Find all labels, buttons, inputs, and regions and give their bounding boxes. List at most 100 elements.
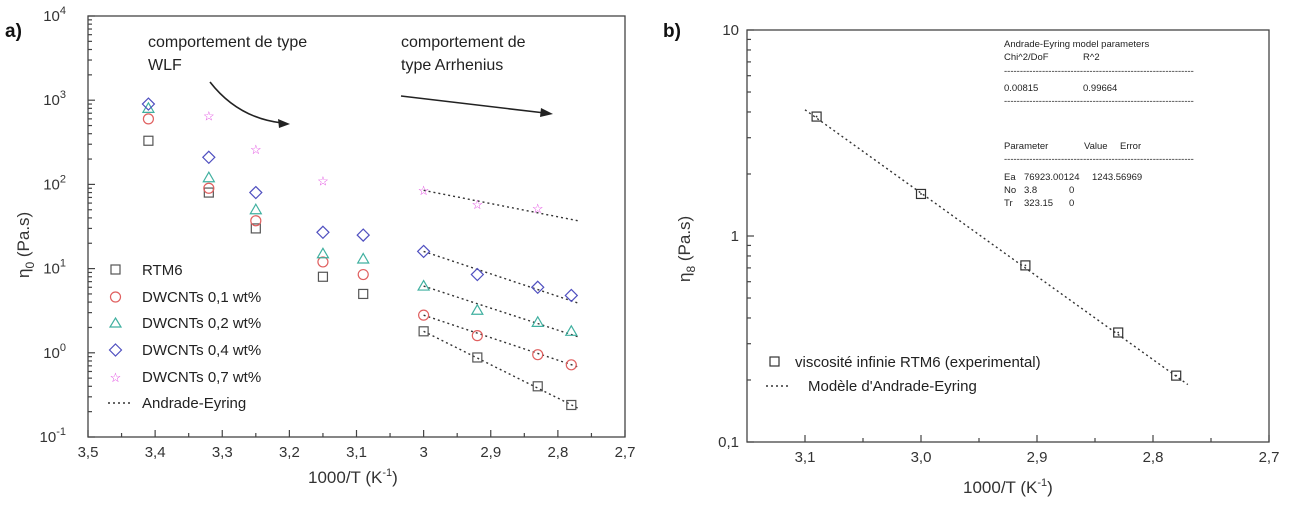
- params-row-tr-name: Tr: [1004, 198, 1013, 209]
- data-point-dwcnts-0-1-wt: [250, 215, 262, 227]
- data-point-dwcnts-0-7-wt: ☆: [250, 142, 262, 157]
- data-point-rtm6: [566, 399, 577, 411]
- data-point-center-dot: [815, 115, 818, 118]
- data-point-dwcnts-0-1-wt: [565, 359, 577, 371]
- wlf-trend-arrow: [209, 81, 283, 124]
- params-row-no-value: 3.8: [1024, 185, 1037, 196]
- params-row-no-name: No: [1004, 185, 1016, 196]
- data-point-rtm6: [250, 223, 261, 234]
- panel-a-fit-line: [423, 330, 579, 409]
- legend-label-dwcnt-02: DWCNTs 0,2 wt%: [142, 315, 261, 332]
- panel-b-x-tick-label: 2,8: [1143, 449, 1164, 466]
- legend-label-fit: Andrade-Eyring: [142, 395, 246, 412]
- panel-a-x-tick-label: 2,8: [547, 444, 568, 461]
- params-col-error: Error: [1120, 141, 1141, 152]
- data-point-viscosit-infinie-rtm6-experimental: [811, 111, 822, 122]
- data-point-rtm6: [358, 288, 369, 300]
- data-point-center-dot: [1175, 374, 1178, 377]
- legend-marker-dwcnt-01: [109, 291, 122, 303]
- panel-b-x-tick-label: 2,7: [1259, 449, 1280, 466]
- panel-a-y-tick-label: 103: [43, 89, 66, 109]
- panel-b-x-tick-label: 3,1: [795, 449, 816, 466]
- params-row-no-error: 0: [1069, 185, 1074, 196]
- panel-a: a) 3,5 3,4 3,3 3,2 3,1 3 2,9 2,8 2,7 10-11001011…: [5, 5, 635, 487]
- params-row-ea-value: 76923.00124: [1024, 172, 1079, 183]
- panel-b-fit-line: [804, 109, 1189, 386]
- legend-marker-dwcnt-04: [108, 343, 123, 357]
- params-dash-1: ----------------------------------------…: [1004, 66, 1194, 77]
- data-point-dwcnts-0-2-wt: [531, 315, 545, 327]
- panel-b-x-tick-label: 3,0: [911, 449, 932, 466]
- data-point-dwcnts-0-1-wt: [471, 330, 483, 342]
- data-point-rtm6: [532, 381, 543, 392]
- data-point-dwcnts-0-2-wt: [356, 252, 370, 264]
- panel-a-y-tick-label: 104: [43, 5, 66, 25]
- params-value-r2: 0.99664: [1083, 83, 1117, 94]
- data-point-dwcnts-0-4-wt: [530, 280, 545, 295]
- data-point-center-dot: [1117, 331, 1120, 334]
- data-point-dwcnts-0-7-wt: ☆: [418, 183, 430, 198]
- panel-a-data-points: ☆ ☆ ☆ ☆ ☆ ☆: [141, 97, 579, 411]
- panel-a-fit-line: [423, 189, 579, 222]
- panel-b-x-tick-label: 2,9: [1027, 449, 1048, 466]
- panel-a-x-tick-label: 3,4: [145, 444, 166, 461]
- panel-a-x-tick-label: 2,9: [480, 444, 501, 461]
- data-point-dwcnts-0-2-wt: [316, 247, 330, 259]
- panel-a-x-tick-label: 3,2: [279, 444, 300, 461]
- panel-a-fit-line: [423, 285, 579, 338]
- data-point-dwcnts-0-4-wt: [201, 150, 216, 165]
- data-point-dwcnts-0-1-wt: [532, 349, 544, 361]
- data-point-rtm6: [317, 271, 329, 282]
- params-header-r2: R^2: [1083, 52, 1100, 63]
- data-point-dwcnts-0-2-wt: [564, 324, 578, 336]
- legend-marker-viscosite: [769, 356, 780, 367]
- params-header-chi: Chi^2/DoF: [1004, 52, 1049, 63]
- panel-a-y-tick-label: 102: [43, 173, 66, 193]
- wlf-arrowhead: [278, 119, 290, 128]
- panel-a-y-tick-label: 10-1: [40, 426, 66, 446]
- panel-b-fit-line: [804, 109, 1189, 386]
- legend-marker-dwcnt-07: ☆: [110, 370, 122, 385]
- annotation-wlf-line2: WLF: [148, 57, 182, 74]
- data-point-dwcnts-0-1-wt: [418, 309, 430, 321]
- params-col-value: Value: [1084, 141, 1108, 152]
- data-point-dwcnts-0-7-wt: ☆: [471, 197, 483, 212]
- params-value-chi: 0.00815: [1004, 83, 1038, 94]
- data-point-viscosit-infinie-rtm6-experimental: [915, 188, 927, 200]
- params-table-title: Andrade-Eyring model parameters: [1004, 39, 1149, 50]
- panel-a-x-axis-label: 1000/T (K-1): [308, 467, 398, 487]
- arrhenius-arrowhead: [540, 108, 553, 117]
- panel-b-legend: viscosité infinie RTM6 (experimental) Mo…: [766, 354, 1041, 395]
- params-row-tr-value: 323.15: [1024, 198, 1053, 209]
- params-row-ea-error: 1243.56969: [1092, 172, 1142, 183]
- panel-a-y-ticks: 10-1 100 101 102 103 104: [40, 5, 95, 446]
- data-point-dwcnts-0-1-wt: [357, 268, 369, 281]
- data-point-rtm6: [418, 326, 429, 337]
- data-point-dwcnts-0-2-wt: [202, 171, 216, 183]
- panel-b-y-tick-label: 0,1: [718, 434, 739, 451]
- panel-b-y-tick-label: 10: [722, 22, 739, 39]
- panel-a-x-tick-label: 3,1: [346, 444, 367, 461]
- panel-a-x-tick-label: 3,5: [78, 444, 99, 461]
- data-point-dwcnts-0-4-wt: [470, 267, 485, 282]
- panel-a-label: a): [5, 21, 22, 42]
- panel-b-x-ticks: 3,1 3,0 2,9 2,8 2,7: [795, 435, 1280, 466]
- data-point-dwcnts-0-4-wt: [141, 97, 156, 111]
- data-point-dwcnts-0-4-wt: [316, 225, 330, 240]
- panel-b-y-ticks: 0,1 1 10: [718, 22, 754, 451]
- panel-b-data-points: [811, 111, 1182, 381]
- legend-label-viscosite: viscosité infinie RTM6 (experimental): [795, 354, 1041, 371]
- data-point-center-dot: [920, 193, 922, 195]
- legend-label-modele: Modèle d'Andrade-Eyring: [808, 378, 977, 395]
- panel-a-x-ticks: 3,5 3,4 3,3 3,2 3,1 3 2,9 2,8 2,7: [78, 430, 635, 461]
- data-point-dwcnts-0-4-wt: [356, 228, 371, 242]
- data-point-dwcnts-0-1-wt: [317, 256, 329, 268]
- panel-a-fit-line: [423, 314, 579, 368]
- panel-a-legend: RTM6 DWCNTs 0,1 wt% DWCNTs 0,2 wt% DWCNT…: [108, 262, 261, 412]
- data-point-dwcnts-0-7-wt: ☆: [317, 173, 329, 188]
- annotation-wlf-line1: comportement de type: [148, 34, 307, 51]
- panel-a-x-tick-label: 3,3: [212, 444, 233, 461]
- panel-b: b) 3,1 3,0 2,9 2,8 2,7 0,1 1 10 1000/T (K-1) η…: [663, 21, 1279, 497]
- data-point-rtm6: [203, 187, 214, 198]
